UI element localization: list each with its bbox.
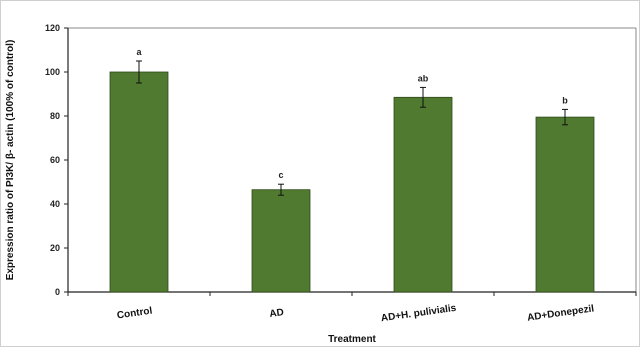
y-tick-label: 120: [45, 23, 60, 33]
significance-label: c: [278, 170, 283, 180]
x-axis-title: Treatment: [328, 334, 376, 345]
significance-label: b: [562, 95, 568, 105]
significance-label: a: [136, 47, 142, 57]
bar: [393, 96, 453, 293]
bar: [535, 116, 595, 293]
y-tick-label: 80: [50, 111, 60, 121]
y-tick-label: 60: [50, 155, 60, 165]
significance-labels: a c ab b: [136, 47, 568, 180]
x-ticks: [67, 292, 637, 296]
y-tick-label: 20: [50, 243, 60, 253]
bar: [109, 71, 169, 293]
significance-label: ab: [418, 73, 429, 83]
error-bars: [136, 60, 568, 196]
y-ticks: 0 20 40 60 80 100 120: [45, 23, 68, 297]
bar: [251, 189, 311, 293]
category-label: Control: [116, 306, 153, 322]
bars: [109, 71, 595, 293]
y-axis-title: Expression ratio of PI3K/ β- actin (100%…: [5, 40, 16, 281]
y-tick-label: 100: [45, 67, 60, 77]
y-tick-label: 0: [55, 287, 60, 297]
y-tick-label: 40: [50, 199, 60, 209]
category-label: AD: [269, 307, 285, 320]
